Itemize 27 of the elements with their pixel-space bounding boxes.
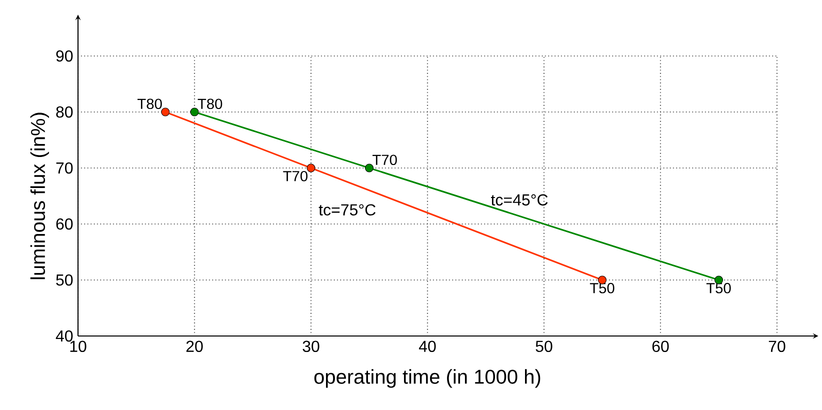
point — [161, 108, 170, 116]
annotation: T80 — [138, 98, 162, 110]
x-tick-label: 20 — [186, 340, 203, 352]
point — [190, 108, 199, 116]
annotation: T70 — [283, 170, 308, 182]
point — [306, 164, 316, 172]
y-tick-label: 90 — [56, 50, 73, 62]
series-label: tc=75°C — [318, 204, 376, 216]
y-tick-label: 70 — [56, 162, 73, 174]
x-tick-label: 40 — [418, 340, 436, 352]
x-tick-label: 60 — [652, 340, 669, 352]
x-tick-label: 10 — [70, 340, 86, 352]
y-tick-label: 60 — [56, 218, 73, 230]
y-tick-label: 80 — [56, 106, 73, 118]
x-axis-title: operating time (in 1000 h) — [314, 369, 540, 388]
y-tick-label: 40 — [56, 330, 73, 342]
annotation: T50 — [706, 282, 731, 294]
annotation: T50 — [590, 282, 614, 294]
y-axis-title: luminous flux (in%) — [30, 112, 50, 280]
y-tick-label: 50 — [56, 274, 73, 286]
annotation: T70 — [372, 154, 397, 166]
point — [364, 164, 374, 172]
x-tick-label: 70 — [768, 340, 786, 352]
x-tick-label: 30 — [302, 340, 320, 352]
series-label: tc=45°C — [491, 194, 548, 206]
x-tick-label: 50 — [536, 340, 552, 352]
annotation: T80 — [198, 98, 222, 110]
